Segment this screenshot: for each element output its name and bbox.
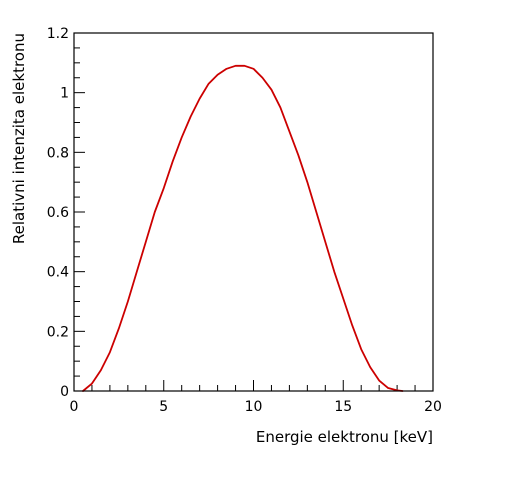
y-tick-label: 0.4: [47, 265, 69, 281]
x-axis-title: Energie elektronu [keV]: [256, 428, 433, 446]
x-tick-label: 5: [159, 399, 168, 415]
plot-frame: [73, 32, 434, 392]
y-tick-label: 1: [60, 86, 69, 102]
series-line: [82, 64, 404, 392]
y-tick-label: 1.2: [47, 26, 69, 42]
tick-labels: 0 5 10 15 20 0 0.2 0.4 0.6 0.8 1 1.2: [47, 26, 442, 415]
x-tick-label: 10: [245, 399, 263, 415]
y-axis-title: Relativni intenzita elektronu: [10, 33, 28, 244]
x-tick-label: 0: [70, 399, 79, 415]
y-tick-label: 0.6: [47, 205, 69, 221]
y-tick-label: 0.2: [47, 324, 69, 340]
x-tick-label: 15: [334, 399, 352, 415]
series-layer: [82, 64, 404, 392]
y-tick-label: 0: [60, 384, 69, 400]
y-tick-label: 0.8: [47, 145, 69, 161]
x-tick-label: 20: [424, 399, 442, 415]
axis-ticks: [73, 32, 434, 392]
